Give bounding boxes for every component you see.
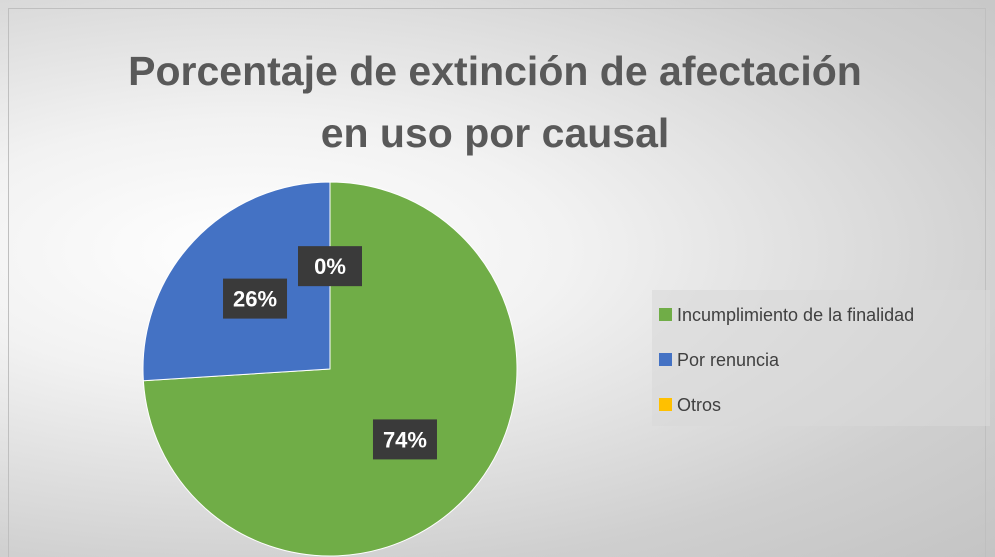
legend-swatch [659, 308, 672, 321]
legend-label: Otros [677, 395, 721, 415]
chart-title: Porcentaje de extinción de afectación en… [128, 48, 862, 156]
legend-swatch [659, 398, 672, 411]
data-label: 74% [383, 427, 427, 452]
legend-box [652, 290, 990, 426]
data-label: 0% [314, 254, 346, 279]
data-label-box [298, 246, 362, 287]
data-label: 26% [233, 287, 277, 312]
legend-swatch [659, 353, 672, 366]
data-label-box [372, 419, 437, 460]
legend-label: Por renuncia [677, 350, 780, 370]
data-label-box [223, 278, 288, 319]
chart-frame [8, 8, 986, 557]
legend-label: Incumplimiento de la finalidad [677, 305, 914, 325]
